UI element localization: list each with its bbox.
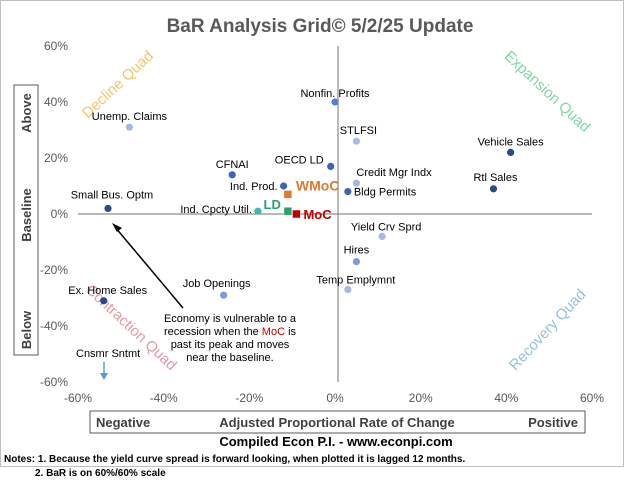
x-tick-label: -20%	[235, 391, 263, 405]
point-cfnai	[228, 171, 236, 179]
y-label-baseline: Baseline	[19, 188, 34, 241]
annotation-arrowhead	[112, 223, 122, 232]
y-label-below: Below	[19, 310, 34, 349]
point-credit-mgr-indx	[352, 179, 361, 187]
y-tick-labels: -60% -40% -20% 0% 20% 40% 60%	[40, 39, 68, 389]
note-line-2: 2. BaR is on 60%/60% scale	[35, 468, 166, 479]
annotation-arrow	[114, 226, 184, 309]
annotation-line: recession when the MoC is	[164, 326, 297, 338]
chart-border	[0, 0, 624, 467]
annotation-line: past its peak and moves	[171, 339, 290, 351]
chart-title: BaR Analysis Grid© 5/2/25 Update	[167, 16, 474, 37]
label-moc: MoC	[303, 207, 332, 222]
data-labels: Nonfin. Profits Unemp. Claims STLFSI Vehicl…	[68, 88, 544, 297]
label-rtl-sales: Rtl Sales	[473, 172, 518, 184]
x-label-negative: Negative	[96, 415, 150, 430]
annotation-line: Economy is vulnerable to a	[164, 313, 297, 325]
source-credit: Compiled Econ P.I. - www.econpi.com	[219, 434, 452, 449]
point-small-bus-optm	[104, 204, 112, 212]
label-bldg-permits: Bldg Permits	[354, 187, 417, 199]
y-label-above: Above	[19, 93, 34, 133]
point-rtl-sales	[489, 185, 498, 193]
x-tick-label: 0%	[326, 391, 344, 405]
y-tick-label: 40%	[44, 95, 68, 109]
label-cfnai: CFNAI	[216, 159, 249, 171]
annotation-segment: is	[285, 326, 297, 338]
point-vehicle-sales	[507, 148, 515, 156]
label-job-openings: Job Openings	[183, 278, 251, 290]
y-tick-label: -20%	[40, 263, 68, 277]
label-unemp-claims: Unemp. Claims	[92, 111, 168, 123]
note-line-1: Notes: 1. Because the yield curve spread…	[4, 454, 465, 465]
label-temp-emplymnt: Temp Emplymnt	[316, 275, 395, 287]
point-nonfin-profits	[331, 98, 339, 106]
annotation-text: Economy is vulnerable to a recession when…	[164, 313, 297, 364]
label-oecd-ld: OECD LD	[275, 154, 324, 166]
x-tick-label: 60%	[580, 391, 604, 405]
y-tick-label: 60%	[44, 39, 68, 53]
label-ex-home-sales: Ex. Home Sales	[68, 285, 147, 297]
label-credit-mgr-indx: Credit Mgr Indx	[356, 167, 432, 179]
x-tick-labels: -60% -40% -20% 0% 20% 40% 60%	[64, 391, 604, 405]
x-label-box	[89, 410, 586, 434]
point-temp-emplymnt	[344, 286, 352, 294]
label-stlfsi: STLFSI	[340, 125, 377, 137]
point-ind-prod	[280, 182, 288, 190]
point-ind-cpcty-util	[254, 207, 262, 215]
point-oecd-ld	[327, 162, 335, 170]
point-wmoc	[283, 190, 293, 199]
y-tick-label: 20%	[44, 151, 68, 165]
label-wmoc: WMoC	[296, 177, 340, 193]
label-vehicle-sales: Vehicle Sales	[478, 136, 545, 148]
x-tick-label: 40%	[494, 391, 518, 405]
point-job-openings	[220, 291, 228, 299]
y-tick-label: -60%	[40, 375, 68, 389]
x-label-main: Adjusted Proportional Rate of Change	[219, 415, 454, 430]
label-hires: Hires	[344, 245, 370, 257]
annotation-moc: MoC	[262, 326, 285, 338]
point-stlfsi	[352, 137, 361, 145]
point-unemp-claims	[125, 123, 133, 131]
label-ind-cpcty-util: Ind. Cpcty Util.	[180, 204, 252, 216]
consumer-sentiment-label: Cnsmr Sntmt	[76, 348, 140, 360]
point-hires	[352, 258, 361, 266]
point-bldg-permits	[344, 188, 352, 196]
consumer-sentiment-arrowhead	[100, 373, 108, 380]
x-tick-label: -60%	[64, 391, 92, 405]
annotation-line: near the baseline.	[186, 352, 273, 364]
consumer-sentiment-marker: Cnsmr Sntmt	[76, 348, 140, 380]
point-ex-home-sales	[100, 297, 108, 305]
annotation-segment: recession when the	[164, 326, 262, 338]
annotation: Economy is vulnerable to a recession when…	[112, 223, 297, 364]
data-points	[100, 98, 515, 305]
point-moc	[292, 209, 301, 219]
x-tick-label: 20%	[409, 391, 433, 405]
point-yield-crv-sprd	[378, 232, 386, 240]
point-ld	[283, 206, 293, 216]
y-tick-label: 0%	[51, 207, 69, 221]
x-label-positive: Positive	[528, 415, 578, 430]
label-ld: LD	[264, 197, 281, 212]
label-yield-crv-sprd: Yield Crv Sprd	[351, 221, 422, 233]
y-tick-label: -40%	[40, 319, 68, 333]
label-ind-prod: Ind. Prod.	[230, 181, 278, 193]
label-nonfin-profits: Nonfin. Profits	[300, 88, 370, 100]
label-small-bus-optm: Small Bus. Optm	[71, 189, 154, 201]
y-label-box	[13, 84, 39, 356]
x-tick-label: -40%	[150, 391, 178, 405]
